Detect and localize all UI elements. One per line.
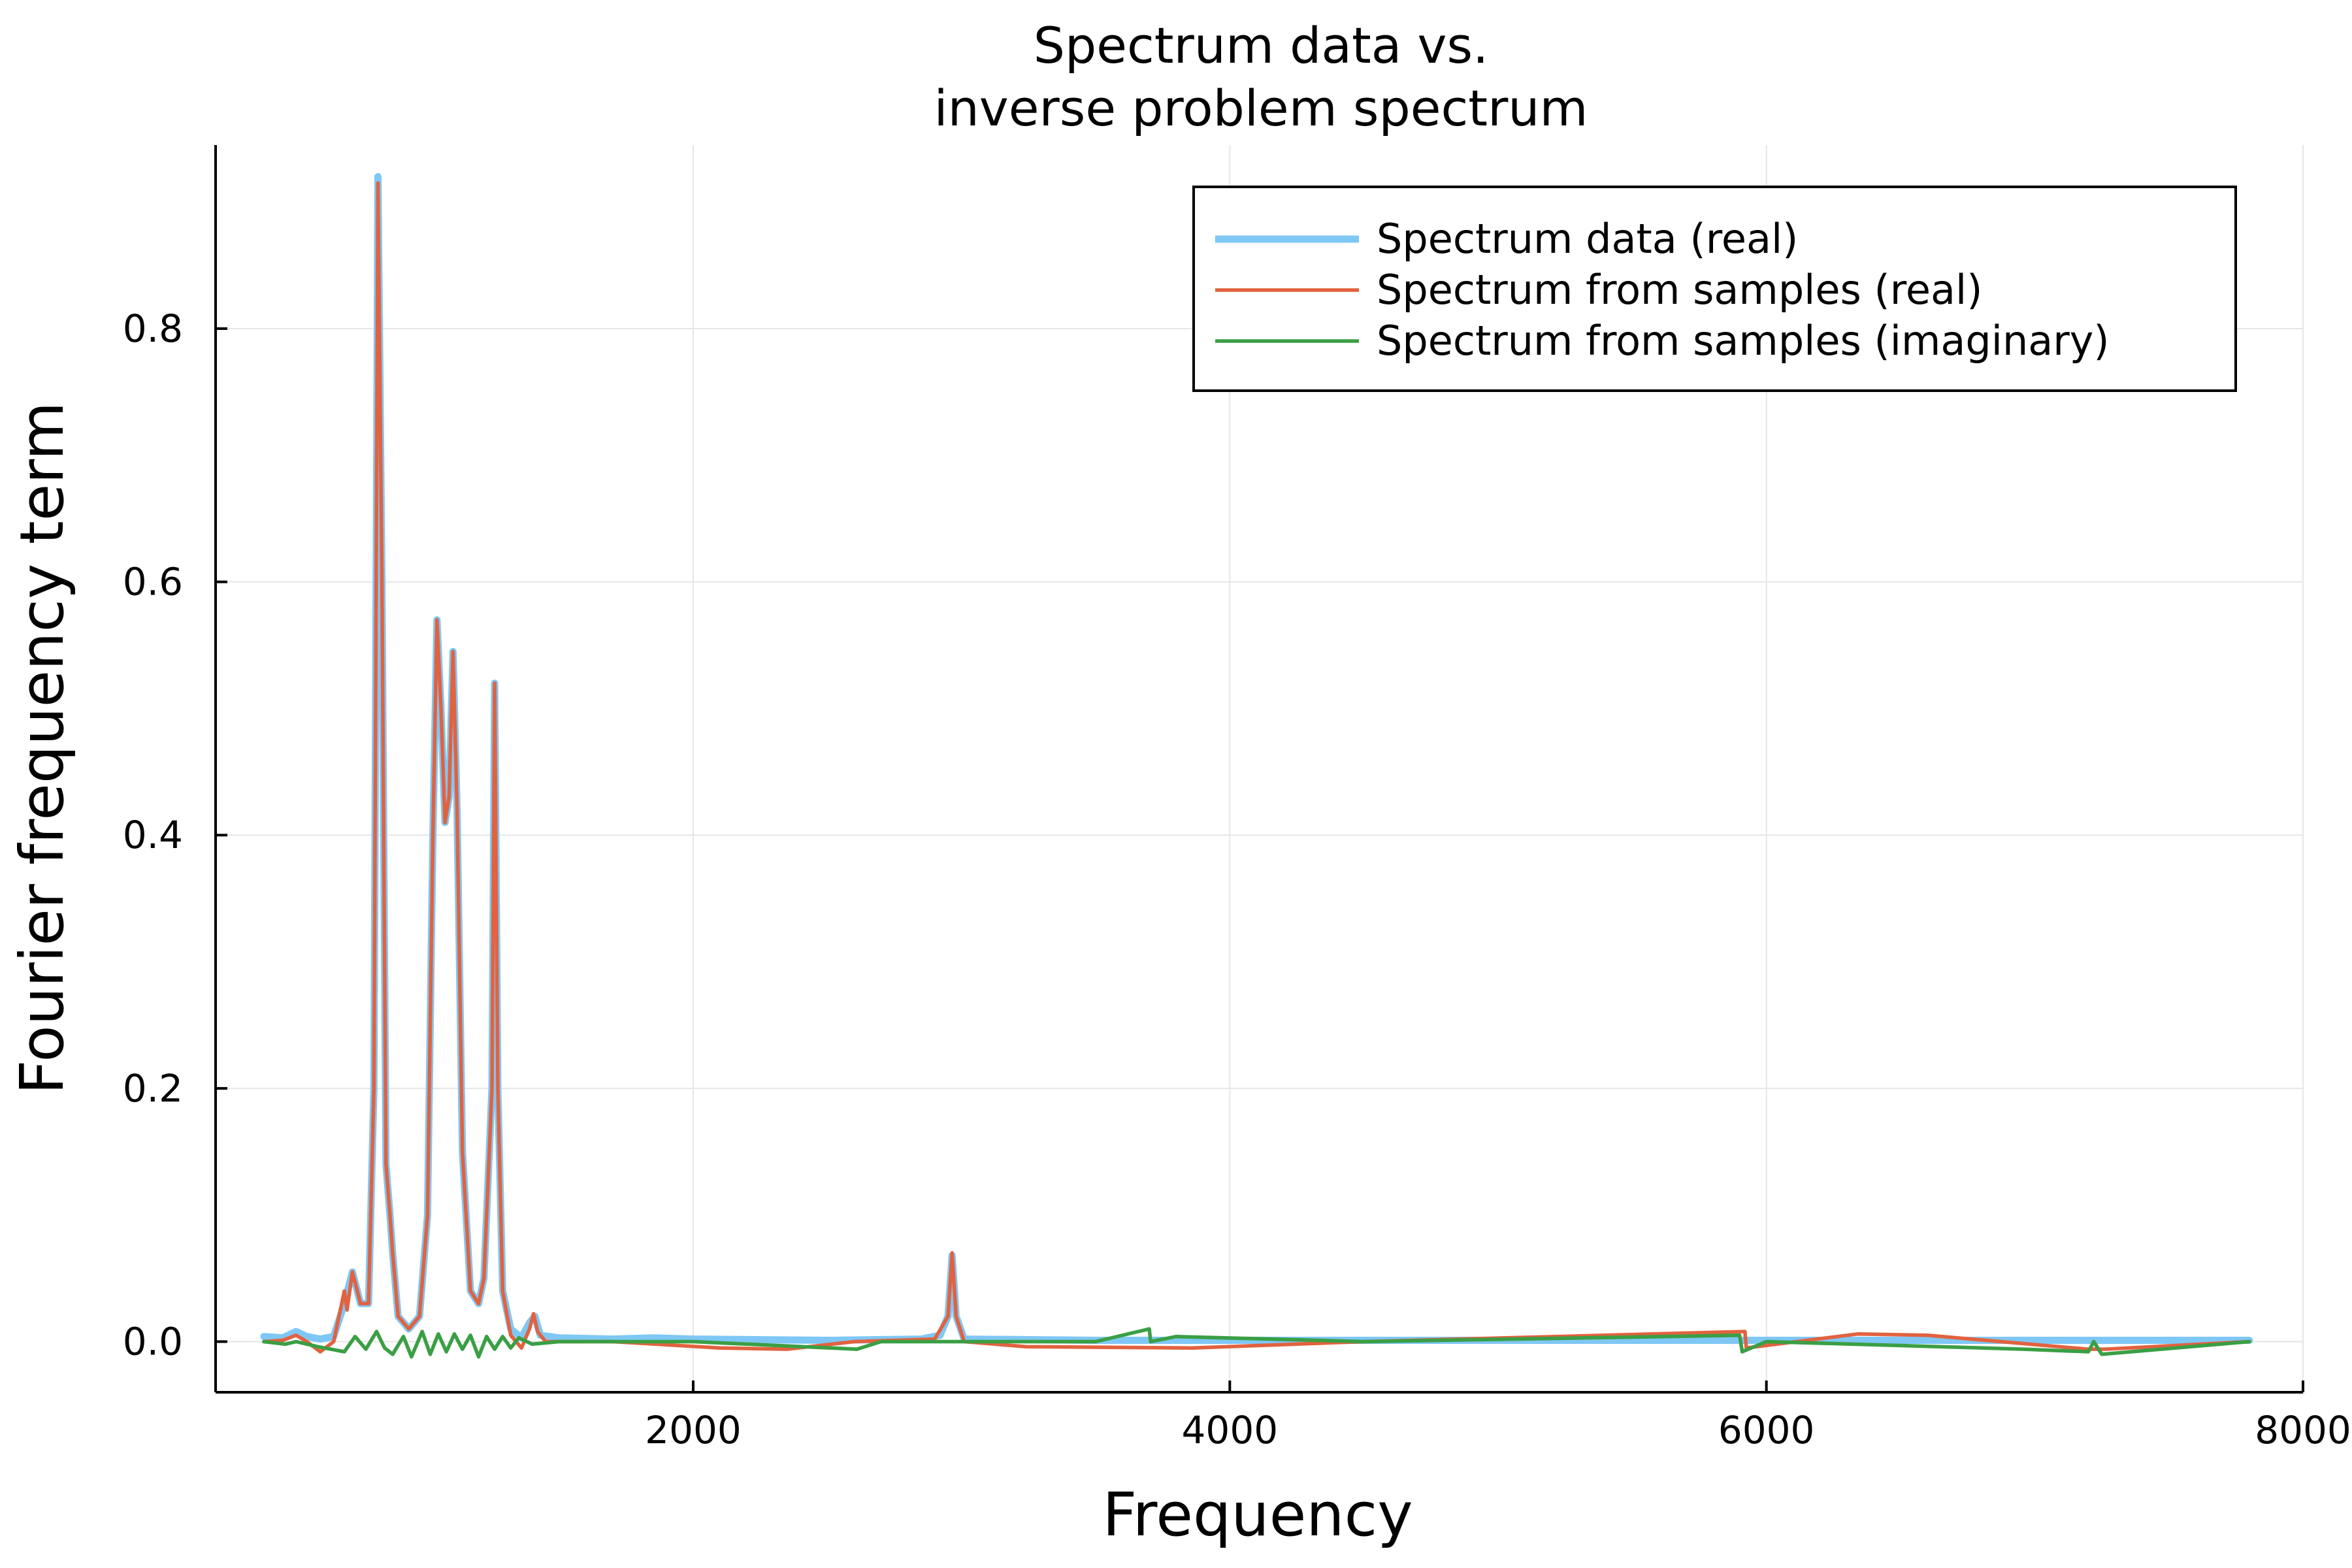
series-lines bbox=[260, 173, 2253, 1359]
legend-label-samples-imaginary: Spectrum from samples (imaginary) bbox=[1377, 317, 2110, 365]
x-axis-label: Frequency bbox=[1102, 1480, 1413, 1550]
x-tick-label: 4000 bbox=[1182, 1408, 1279, 1452]
legend-box bbox=[1192, 186, 2237, 392]
y-tick-label: 0.4 bbox=[123, 813, 183, 857]
chart-title-line1: Spectrum data vs. bbox=[1034, 16, 1489, 74]
legend-label-spectrum-data-real: Spectrum data (real) bbox=[1377, 215, 1798, 263]
chart-title-line2: inverse problem spectrum bbox=[934, 79, 1588, 137]
y-tick-label: 0.2 bbox=[123, 1066, 183, 1111]
y-axis-label: Fourier frequency term bbox=[7, 402, 77, 1094]
y-tick-label: 0.6 bbox=[123, 560, 183, 604]
legend-label-samples-real: Spectrum from samples (real) bbox=[1377, 266, 1982, 314]
axes bbox=[214, 145, 2304, 1394]
tick-labels: 2000 4000 6000 8000 0.0 0.2 0.4 0.6 0.8 bbox=[123, 306, 2351, 1452]
series-line-samples-imaginary bbox=[262, 1327, 2251, 1359]
y-tick-label: 0.8 bbox=[123, 306, 183, 351]
y-tick-label: 0.0 bbox=[123, 1319, 183, 1364]
x-tick-label: 6000 bbox=[1718, 1408, 1815, 1452]
x-tick-label: 2000 bbox=[645, 1408, 742, 1452]
legend: Spectrum data (real) Spectrum from sampl… bbox=[1192, 186, 2237, 392]
x-tick-label: 8000 bbox=[2255, 1408, 2351, 1452]
